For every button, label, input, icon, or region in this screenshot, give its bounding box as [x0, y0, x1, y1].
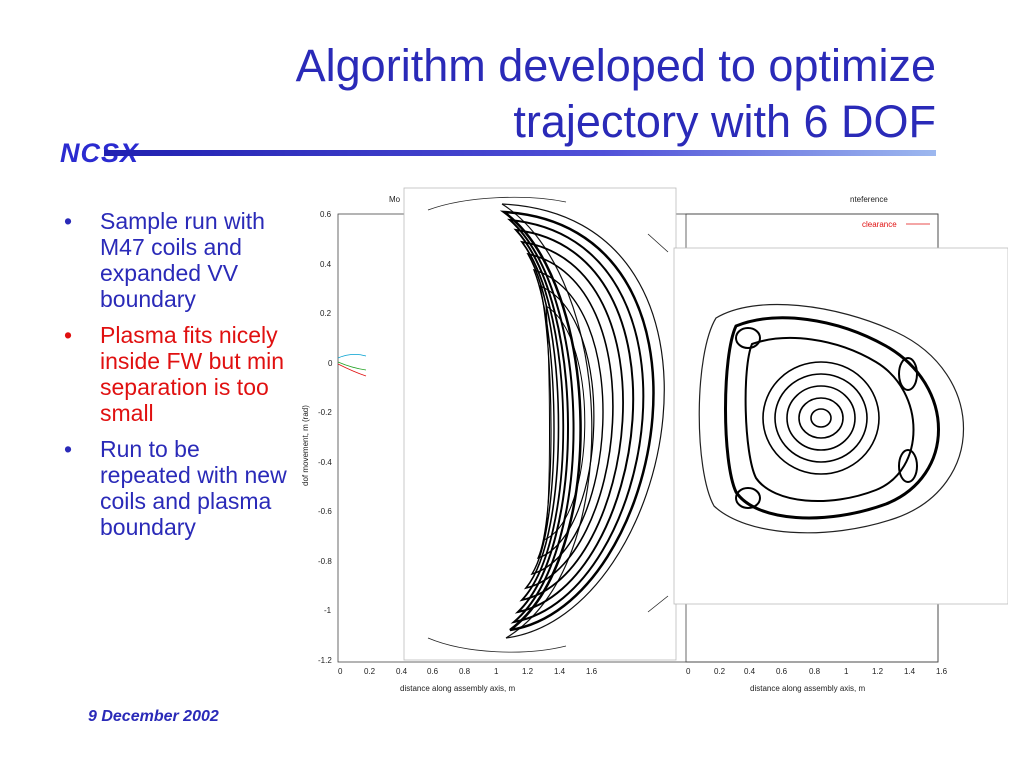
- right-x-axis-label: distance along assembly axis, m: [750, 684, 866, 693]
- bullet-item-2: • Plasma fits nicely inside FW but min s…: [58, 322, 293, 426]
- bullet-dot-icon: •: [64, 436, 73, 462]
- left-x-axis-label: distance along assembly axis, m: [400, 684, 516, 693]
- right-x-ticks: 0 0.2 0.4 0.6 0.8 1 1.2 1.4 1.6: [686, 667, 948, 676]
- trajectory-figure: Mo nteference clearance 0.6 0.4 0.2 0 -0…: [296, 186, 1008, 696]
- xtick-label: 0.6: [427, 667, 439, 676]
- bean-poincare-plot: [698, 303, 965, 534]
- xtick-label: 1.4: [554, 667, 566, 676]
- xtick-label: 0.8: [459, 667, 471, 676]
- xtick-label: 1: [844, 667, 849, 676]
- bullet-text-2: Plasma fits nicely inside FW but min sep…: [100, 322, 285, 426]
- title-line-2: trajectory with 6 DOF: [513, 96, 936, 147]
- trajectory-line-cyan: [337, 354, 367, 359]
- xtick-label: 0.2: [364, 667, 376, 676]
- bullet-item-1: • Sample run with M47 coils and expanded…: [58, 208, 293, 312]
- legend-label: clearance: [862, 220, 897, 229]
- xtick-label: 0.8: [809, 667, 821, 676]
- bullet-dot-icon: •: [64, 208, 73, 234]
- ytick-label: -1: [324, 606, 332, 615]
- ytick-label: -0.2: [318, 408, 332, 417]
- left-plot-title: Mo: [389, 195, 401, 204]
- xtick-label: 0.4: [744, 667, 756, 676]
- xtick-label: 0: [338, 667, 343, 676]
- bullet-item-3: • Run to be repeated with new coils and …: [58, 436, 293, 540]
- left-y-axis-label: dof movement, m (rad): [301, 405, 310, 486]
- crescent-poincare-plot: [427, 196, 669, 653]
- ytick-label: -0.6: [318, 507, 332, 516]
- xtick-label: 0.4: [396, 667, 408, 676]
- ytick-label: -0.8: [318, 557, 332, 566]
- bullet-text-1: Sample run with M47 coils and expanded V…: [100, 208, 265, 312]
- left-x-ticks: 0 0.2 0.4 0.6 0.8 1 1.2 1.4 1.6: [338, 667, 598, 676]
- ytick-label: 0.6: [320, 210, 332, 219]
- slide-date: 9 December 2002: [88, 708, 219, 725]
- figure-svg: Mo nteference clearance 0.6 0.4 0.2 0 -0…: [301, 187, 1008, 693]
- left-y-ticks: 0.6 0.4 0.2 0 -0.2 -0.4 -0.6 -0.8 -1 -1.…: [318, 210, 333, 665]
- xtick-label: 0.2: [714, 667, 726, 676]
- trajectory-line-green: [337, 361, 367, 371]
- right-plot-title: nteference: [850, 195, 888, 204]
- ytick-label: -1.2: [318, 656, 332, 665]
- ytick-label: -0.4: [318, 458, 332, 467]
- xtick-label: 1.2: [522, 667, 534, 676]
- ytick-label: 0: [328, 359, 333, 368]
- ytick-label: 0.2: [320, 309, 332, 318]
- slide-title: Algorithm developed to optimize trajecto…: [176, 38, 936, 150]
- bullet-list: • Sample run with M47 coils and expanded…: [58, 208, 293, 550]
- title-divider: [104, 150, 936, 156]
- bullet-text-3: Run to be repeated with new coils and pl…: [100, 436, 287, 540]
- trajectory-line-red: [337, 363, 367, 377]
- title-line-1: Algorithm developed to optimize: [295, 40, 936, 91]
- ytick-label: 0.4: [320, 260, 332, 269]
- xtick-label: 1.4: [904, 667, 916, 676]
- xtick-label: 0.6: [776, 667, 788, 676]
- xtick-label: 1.6: [936, 667, 948, 676]
- xtick-label: 1.2: [872, 667, 884, 676]
- bullet-dot-icon: •: [64, 322, 73, 348]
- xtick-label: 1.6: [586, 667, 598, 676]
- xtick-label: 1: [494, 667, 499, 676]
- xtick-label: 0: [686, 667, 691, 676]
